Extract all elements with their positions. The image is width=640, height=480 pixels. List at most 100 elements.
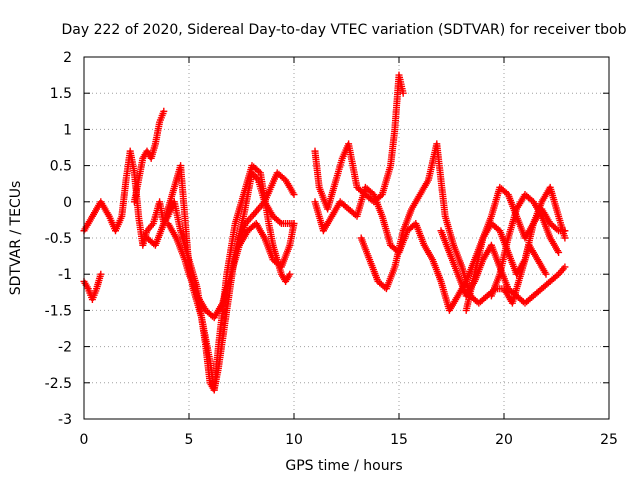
y-axis-label: SDTVAR / TECUs [8, 181, 24, 296]
sample-markers [210, 345, 222, 392]
x-tick-label: 25 [600, 432, 618, 448]
sample-markers [366, 258, 381, 283]
series-track-c [130, 107, 168, 206]
sample-markers [338, 199, 351, 212]
sample-markers [535, 258, 549, 276]
sample-markers [283, 178, 297, 197]
sample-markers [261, 236, 276, 262]
sample-markers [547, 185, 562, 218]
sample-markers [89, 287, 100, 301]
sample-markers [446, 251, 461, 276]
y-tick-label: -2.5 [45, 376, 72, 392]
series-track-k [462, 183, 569, 314]
data-layer [80, 71, 569, 394]
series-track-f [235, 169, 298, 242]
sample-markers [506, 286, 519, 298]
sample-markers [371, 193, 385, 218]
sample-markers [530, 200, 545, 218]
series-track-e [164, 220, 298, 322]
sample-markers [433, 142, 449, 218]
y-tick-label: -1.5 [45, 303, 72, 319]
sample-markers [283, 272, 293, 284]
y-tick-label: 1.5 [50, 86, 72, 102]
sample-markers [379, 214, 394, 247]
y-tick-label: 0 [63, 195, 72, 211]
sample-markers [152, 222, 167, 247]
sample-markers [160, 193, 176, 225]
sample-markers [165, 221, 179, 240]
sample-markers [171, 200, 184, 232]
x-tick-label: 20 [495, 432, 513, 448]
x-tick-label: 15 [390, 432, 408, 448]
sample-markers [278, 243, 293, 269]
tick-layer: 0 5 10 15 20 25 -3 -2.5 -2 -1.5 -1 -0.5 0 0.5 1 1.5 2 [45, 50, 618, 448]
sample-markers [345, 142, 361, 189]
sample-markers [256, 200, 267, 211]
sample-markers [471, 236, 486, 276]
sample-markers [446, 294, 461, 313]
sample-markers [186, 272, 201, 298]
y-tick-label: -1 [58, 267, 72, 283]
sample-markers [489, 221, 502, 233]
sample-markers [556, 265, 567, 276]
sample-markers [240, 164, 255, 196]
sample-markers [354, 185, 369, 218]
sample-markers [324, 178, 339, 211]
x-tick-label: 10 [285, 432, 303, 448]
y-tick-label: 1 [63, 122, 72, 138]
sample-markers [523, 192, 536, 204]
sample-markers [400, 207, 415, 233]
sample-markers [311, 149, 323, 189]
sample-markers [81, 279, 91, 291]
sample-markers [320, 214, 335, 233]
y-tick-label: -3 [58, 412, 72, 428]
sample-markers [539, 214, 553, 240]
sample-markers [450, 243, 465, 269]
data-point [542, 270, 550, 278]
sample-markers [539, 207, 553, 226]
sample-markers [417, 178, 431, 197]
sample-markers [463, 272, 478, 312]
sample-markers [540, 279, 552, 291]
y-tick-label: -0.5 [45, 231, 72, 247]
sample-markers [363, 185, 376, 197]
sample-markers [522, 222, 537, 262]
sample-markers [358, 236, 373, 262]
sample-markers [250, 171, 261, 182]
sample-markers [156, 110, 167, 124]
sample-markers [223, 222, 239, 276]
sample-markers [219, 272, 234, 305]
sample-markers [98, 200, 112, 218]
x-tick-label: 0 [80, 432, 89, 448]
sample-markers [232, 193, 247, 225]
sample-markers [211, 301, 225, 320]
sample-markers [112, 214, 125, 233]
sample-markers [271, 214, 284, 226]
sample-markers [455, 272, 469, 298]
sample-markers [236, 222, 249, 240]
sample-markers [498, 185, 510, 197]
sample-markers [413, 222, 427, 247]
sample-markers [237, 229, 251, 247]
sample-markers [523, 293, 536, 306]
sample-markers [198, 316, 214, 363]
sample-markers [278, 272, 289, 284]
sample-markers [421, 243, 436, 262]
sample-markers [81, 214, 95, 233]
y-tick-label: 2 [63, 50, 72, 66]
sample-markers [488, 243, 503, 269]
sample-markers [514, 258, 528, 276]
y-tick-label: 0.5 [50, 159, 72, 175]
sample-markers [383, 265, 398, 291]
data-point [561, 263, 569, 271]
series-track-l [487, 191, 563, 300]
series-track-g [311, 71, 407, 213]
sample-markers [505, 207, 520, 240]
sample-markers [409, 192, 423, 211]
sample-markers [262, 185, 274, 204]
sample-markers [531, 286, 544, 298]
sample-markers [548, 272, 561, 284]
sample-markers [280, 220, 292, 227]
y-tick-label: -2 [58, 340, 72, 356]
sample-markers [429, 258, 444, 283]
